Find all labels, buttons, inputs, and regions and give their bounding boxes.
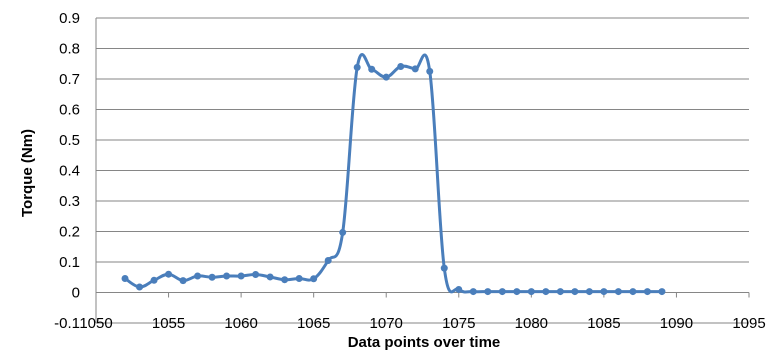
x-tick-label: 1065 [297, 315, 330, 332]
data-point [194, 272, 202, 280]
y-tick-label: 0.8 [59, 41, 80, 58]
data-point [469, 288, 477, 296]
y-tick-label: 0.6 [59, 102, 80, 119]
x-tick-label: 1085 [587, 315, 620, 332]
series-torque [121, 52, 666, 296]
series-line [124, 52, 662, 294]
data-point [513, 288, 521, 296]
data-point [455, 285, 463, 293]
data-point [629, 288, 637, 296]
data-point [339, 228, 347, 236]
data-point [542, 288, 550, 296]
y-tick-label: 0.5 [59, 132, 80, 149]
data-point [382, 73, 390, 81]
data-point [556, 288, 564, 296]
data-point [585, 288, 593, 296]
data-point [484, 288, 492, 296]
x-tick-label: 1055 [152, 315, 185, 332]
y-tick-labels: -0.1 0 0.1 0.2 0.3 0.4 0.5 0.6 0.7 0.8 0.9 [54, 10, 80, 332]
data-point [165, 270, 173, 278]
data-point [237, 272, 245, 280]
data-point [179, 277, 187, 285]
x-tick-label: 1080 [515, 315, 548, 332]
data-point [527, 288, 535, 296]
data-point [614, 288, 622, 296]
data-point [440, 264, 448, 272]
x-tick-label: 1095 [732, 315, 765, 332]
data-point [353, 63, 361, 71]
data-point [643, 288, 651, 296]
x-axis-title: Data points over time [348, 334, 501, 351]
y-tick-label: 0.7 [59, 71, 80, 88]
y-tick-label: 0.3 [59, 193, 80, 210]
y-axis-title: Torque (Nm) [19, 129, 36, 217]
data-point [266, 273, 274, 281]
data-point [121, 274, 129, 282]
data-point [658, 288, 666, 296]
y-tick-label: 0 [72, 285, 80, 302]
x-tick-label: 1090 [660, 315, 693, 332]
y-tick-label: 0.4 [59, 163, 80, 180]
x-tick-label: 1050 [79, 315, 112, 332]
x-tick-label: 1060 [224, 315, 257, 332]
data-point [411, 65, 419, 73]
x-tick-label: 1075 [442, 315, 475, 332]
data-point [208, 273, 216, 281]
data-point [281, 276, 289, 284]
data-point [252, 271, 260, 279]
data-point [368, 65, 376, 73]
y-tick-label: 0.2 [59, 224, 80, 241]
data-point [136, 283, 144, 291]
data-point [310, 275, 318, 283]
x-tick-label: 1070 [370, 315, 403, 332]
y-tick-label: -0.1 [54, 315, 80, 332]
data-point [324, 256, 332, 264]
data-point [426, 67, 434, 75]
y-tick-label: 0.1 [59, 254, 80, 271]
data-point [150, 276, 158, 284]
data-point [223, 272, 231, 280]
x-tick-labels: 1050 1055 1060 1065 1070 1075 1080 1085 1090 1095 [79, 315, 765, 332]
data-point [295, 274, 303, 282]
y-tick-label: 0.9 [59, 10, 80, 27]
data-point [498, 288, 506, 296]
data-point [397, 62, 405, 70]
data-point [600, 288, 608, 296]
data-point [571, 288, 579, 296]
